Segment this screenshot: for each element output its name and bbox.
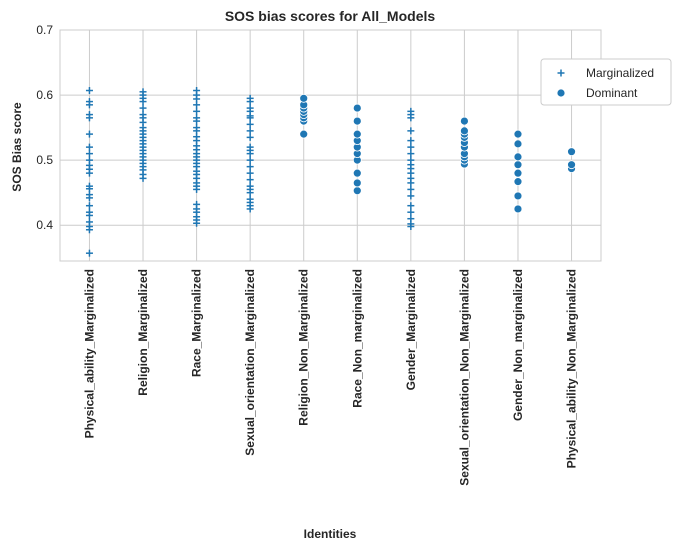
data-point-marginalized <box>85 249 93 257</box>
data-point-marginalized <box>193 124 201 132</box>
data-point-marginalized <box>246 143 254 151</box>
data-point-marginalized <box>246 176 254 184</box>
data-point-dominant <box>352 103 362 113</box>
data-point-marginalized <box>193 107 201 115</box>
data-point-dominant <box>513 139 523 149</box>
data-point-marginalized <box>246 169 254 177</box>
data-point-marginalized <box>407 156 415 164</box>
chart-title: SOS bias scores for All_Models <box>225 8 436 24</box>
data-point-marginalized <box>407 137 415 145</box>
data-point-marginalized <box>85 182 93 190</box>
data-point-marginalized <box>139 88 147 96</box>
legend-label-marginalized: Marginalized <box>586 66 654 80</box>
y-tick-label: 0.5 <box>36 153 53 167</box>
y-tick-label: 0.6 <box>36 88 53 102</box>
data-point-dominant <box>513 177 523 187</box>
y-axis-label: SOS Bias score <box>10 102 24 192</box>
x-ticks: Physical_ability_Marginalized Religion_Ma… <box>82 269 578 486</box>
x-tick-label: Physical_ability_Non_Marginalized <box>565 269 579 468</box>
data-point-marginalized <box>85 111 93 119</box>
data-point-marginalized <box>193 133 201 141</box>
data-point-dominant <box>513 152 523 162</box>
data-point-marginalized <box>246 156 254 164</box>
data-point-marginalized <box>246 104 254 112</box>
data-point-marginalized <box>85 208 93 216</box>
legend-box <box>540 58 672 106</box>
x-tick-label: Gender_Non_marginalized <box>511 269 525 421</box>
legend-plus-icon <box>557 69 565 77</box>
data-point-marginalized <box>246 120 254 128</box>
data-point-marginalized <box>193 101 201 109</box>
data-point-marginalized <box>139 111 147 119</box>
data-point-marginalized <box>85 87 93 95</box>
data-point-marginalized <box>85 191 93 199</box>
y-tick-label: 0.7 <box>36 23 53 37</box>
legend-marker-marginalized <box>557 69 565 77</box>
data-point-marginalized <box>246 163 254 171</box>
data-point-marginalized <box>407 107 415 115</box>
data-point-marginalized <box>246 133 254 141</box>
x-tick-label: Religion_Marginalized <box>136 269 150 396</box>
data-point-marginalized <box>85 98 93 106</box>
data-point-dominant <box>299 129 309 139</box>
data-point-dominant <box>352 186 362 196</box>
plot-area <box>59 29 602 262</box>
x-tick-label: Religion_Non_Marginalized <box>297 269 311 426</box>
x-tick-label: Gender_Marginalized <box>404 269 418 390</box>
data-point-marginalized <box>193 114 201 122</box>
data-point-marginalized <box>85 130 93 138</box>
data-point-marginalized <box>246 182 254 190</box>
x-tick-label: Sexual_orientation_Non_Marginalized <box>457 269 471 486</box>
data-point-marginalized <box>407 208 415 216</box>
data-point-dominant <box>513 129 523 139</box>
data-point-marginalized <box>85 202 93 210</box>
data-points <box>85 87 576 257</box>
data-point-marginalized <box>193 200 201 208</box>
data-point-marginalized <box>85 156 93 164</box>
data-point-marginalized <box>246 127 254 135</box>
legend-label-dominant: Dominant <box>586 86 638 100</box>
data-point-dominant <box>352 129 362 139</box>
data-point-dominant <box>567 147 576 157</box>
data-point-marginalized <box>85 150 93 158</box>
data-point-marginalized <box>407 150 415 158</box>
data-point-marginalized <box>193 87 201 95</box>
data-point-dominant <box>352 178 362 188</box>
data-point-dominant <box>299 93 309 103</box>
data-point-marginalized <box>246 195 254 203</box>
data-point-marginalized <box>407 202 415 210</box>
data-point-dominant <box>513 168 523 178</box>
data-point-dominant <box>460 116 469 126</box>
x-tick-label: Race_Non_marginalized <box>350 269 364 408</box>
data-point-marginalized <box>407 127 415 135</box>
data-point-dominant <box>513 191 523 201</box>
data-point-marginalized <box>407 185 415 193</box>
data-point-dominant <box>460 126 469 136</box>
data-point-marginalized <box>407 143 415 151</box>
data-point-marginalized <box>139 104 147 112</box>
legend-marker-dominant <box>556 88 566 98</box>
data-point-dominant <box>513 160 523 170</box>
x-tick-label: Sexual_orientation_Marginalized <box>243 269 257 456</box>
data-point-marginalized <box>407 192 415 200</box>
data-point-dominant <box>352 168 362 178</box>
data-point-marginalized <box>407 215 415 223</box>
data-point-marginalized <box>246 94 254 102</box>
y-tick-label: 0.4 <box>36 218 53 232</box>
x-tick-label: Race_Marginalized <box>190 269 204 377</box>
data-point-dominant <box>513 204 523 214</box>
data-point-marginalized <box>85 143 93 151</box>
x-axis-label: Identities <box>304 527 357 541</box>
data-point-dominant <box>567 160 576 170</box>
legend-circle-icon <box>556 88 566 98</box>
y-ticks: 0.4 0.5 0.6 0.7 <box>36 23 53 232</box>
data-point-marginalized <box>85 218 93 226</box>
x-tick-label: Physical_ability_Marginalized <box>82 269 96 438</box>
data-point-dominant <box>352 116 362 126</box>
legend: Marginalized Dominant <box>540 58 672 106</box>
